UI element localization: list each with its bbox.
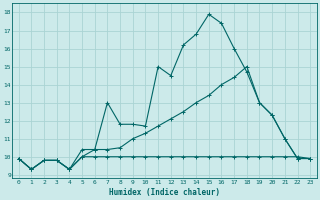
X-axis label: Humidex (Indice chaleur): Humidex (Indice chaleur) — [109, 188, 220, 197]
